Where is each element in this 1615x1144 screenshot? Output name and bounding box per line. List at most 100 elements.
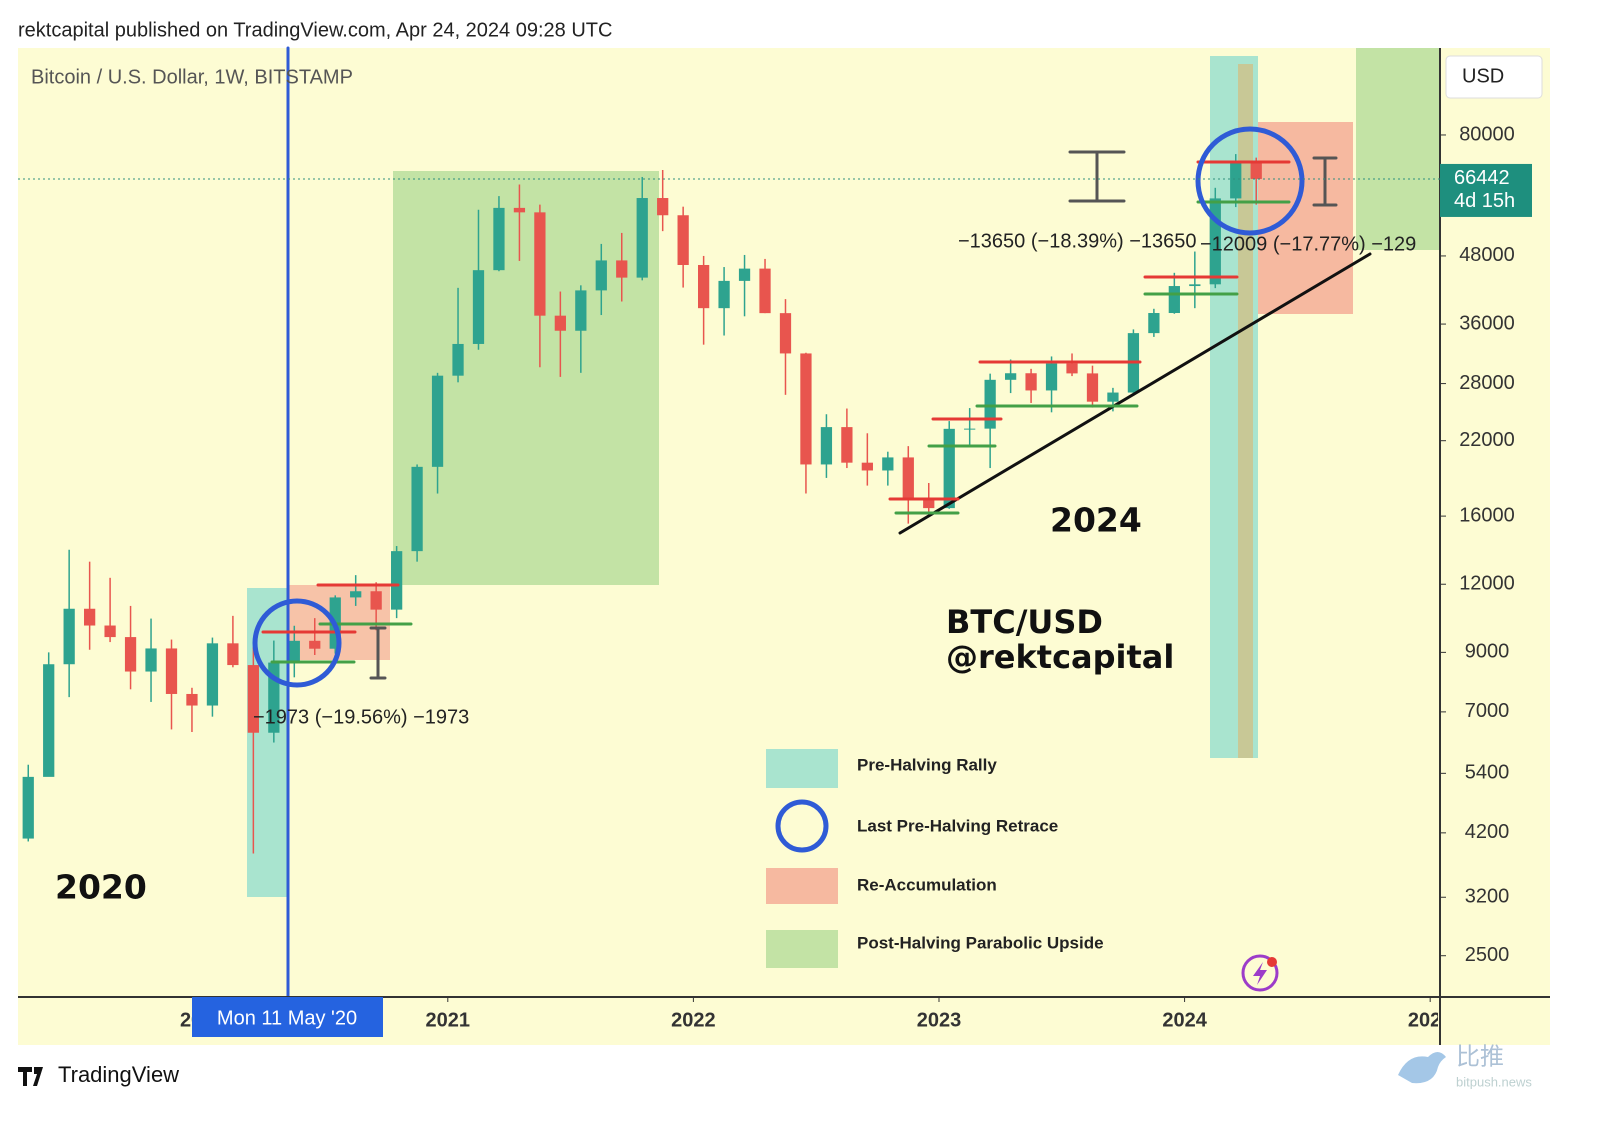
candle-body (698, 264, 710, 309)
candle-body (1230, 162, 1242, 199)
measure-label: −1973 (−19.56%) −1973 (253, 706, 469, 728)
candle-body (43, 664, 55, 777)
candle-body (923, 499, 935, 509)
candle-body (718, 280, 730, 309)
countdown: 4d 15h (1454, 190, 1515, 212)
legend-swatch (766, 868, 838, 904)
candle-body (1209, 198, 1221, 285)
measure-label: −13650 (−18.39%) −13650 (958, 230, 1197, 252)
y-tick-label: 28000 (1459, 372, 1515, 394)
candle-body (1250, 162, 1262, 179)
candle-body (800, 353, 812, 465)
candle-body (124, 637, 137, 672)
icon-dot (1267, 957, 1277, 967)
legend-swatch (766, 930, 838, 968)
watermark-site: bitpush.news (1456, 1074, 1532, 1089)
x-tick-label: 2025 (1408, 1009, 1453, 1031)
tradingview-logo (18, 1067, 43, 1086)
candle-body (411, 466, 423, 552)
candle-body (513, 207, 526, 213)
candle-body (902, 457, 914, 500)
legend-label: Post-Halving Parabolic Upside (857, 933, 1104, 952)
watermark-name: 比推 (1456, 1043, 1504, 1070)
candle-body (841, 427, 853, 463)
crosshair-date-box (192, 997, 383, 1037)
y-tick-label: 16000 (1459, 504, 1515, 526)
y-tick-label: 80000 (1459, 123, 1515, 145)
y-tick-label: 48000 (1459, 244, 1515, 266)
y-tick-label: 4200 (1465, 821, 1510, 843)
candle-body (595, 260, 607, 291)
legend-swatch (766, 749, 838, 788)
candle-body (309, 640, 321, 649)
currency-button[interactable] (1445, 55, 1543, 99)
icon-bolt[interactable] (1253, 962, 1267, 985)
candle-body (820, 427, 833, 465)
lightning-icon[interactable] (1241, 954, 1279, 992)
legend-label: Last Pre-Halving Retrace (857, 816, 1058, 835)
x-tick-label: 2024 (1162, 1009, 1207, 1031)
halving-stripe (1238, 64, 1253, 758)
candle-body (247, 665, 259, 733)
trendline (898, 252, 1372, 535)
candle-body (186, 693, 198, 706)
watermark-bird (1398, 1052, 1446, 1084)
candle-body (759, 268, 771, 314)
zones (247, 48, 1440, 897)
year-label: 2020 (55, 868, 147, 907)
candle-body (964, 428, 976, 430)
x-tick-label: 2022 (671, 1009, 716, 1031)
candle-body (452, 343, 464, 376)
candle-body (493, 207, 505, 271)
candle-body (288, 640, 300, 663)
measure-bracket (1068, 150, 1126, 203)
candle-body (370, 591, 382, 610)
candle-body (84, 608, 96, 626)
y-tick-label: 2500 (1465, 944, 1510, 966)
currency-label[interactable]: USD (1462, 65, 1504, 87)
brand: TradingView (58, 1062, 179, 1087)
candle-body (1025, 373, 1037, 391)
parabolic-zone (1356, 48, 1440, 250)
measure-bracket (369, 626, 387, 680)
retrace-circle (252, 598, 342, 688)
x-tick-label: 2021 (426, 1009, 471, 1031)
legend-label: Re-Accumulation (857, 875, 997, 894)
candle-body (657, 198, 669, 216)
candle-body (636, 198, 648, 278)
candle-body (882, 457, 894, 471)
candle-body (738, 268, 751, 281)
candle-body (227, 643, 239, 666)
y-tick-label: 22000 (1459, 429, 1515, 451)
candle-body (1189, 284, 1201, 287)
candle-body (1045, 363, 1058, 391)
candle-body (391, 551, 403, 610)
candle-body (575, 290, 587, 331)
candle-body (206, 643, 219, 706)
crosshair-date: Mon 11 May '20 (217, 1007, 357, 1029)
x-tick-label: 2023 (917, 1009, 962, 1031)
icon-ring[interactable] (1241, 954, 1279, 992)
candle-body (268, 662, 280, 733)
candle-body (534, 212, 546, 316)
candle-body (616, 260, 628, 278)
author-label: @rektcapital (946, 638, 1174, 676)
candle-body (861, 462, 873, 471)
candle-body (165, 648, 178, 694)
y-tick-label: 36000 (1459, 312, 1515, 334)
candle-body (350, 591, 362, 598)
y-tick-label: 3200 (1465, 886, 1510, 908)
candle-body (472, 270, 485, 344)
y-tick-label: 5400 (1465, 762, 1510, 784)
legend: Pre-Halving Rally Last Pre-Halving Retra… (766, 749, 1104, 968)
candle-body (677, 215, 689, 265)
candle-body (1004, 373, 1017, 380)
retrace-circle (1195, 126, 1305, 236)
candle-body (1086, 373, 1099, 402)
candle-body (1107, 392, 1119, 402)
candle-body (943, 428, 955, 509)
y-tick-label: 7000 (1465, 700, 1510, 722)
measure-label: −12009 (−17.77%) −129 (1200, 233, 1416, 255)
